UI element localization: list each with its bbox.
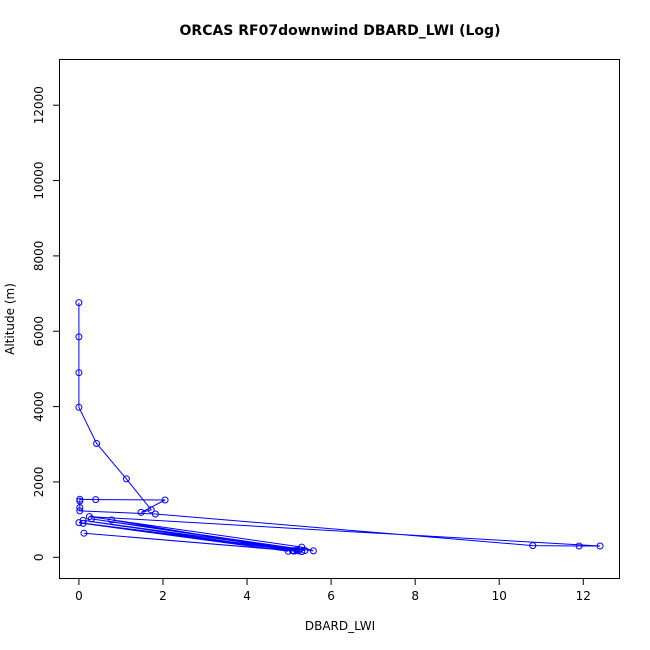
y-tick-label: 8000 (32, 241, 46, 272)
data-point (75, 519, 83, 527)
data-point (151, 510, 159, 518)
data-point (88, 515, 95, 523)
data-point (301, 547, 309, 554)
data-point (92, 496, 100, 504)
y-axis-label: Altitude (m) (3, 283, 17, 355)
data-point (529, 542, 537, 550)
x-tick-label: 4 (243, 589, 251, 603)
x-axis: 0 2 4 6 8 10 12 (75, 578, 591, 603)
x-axis-label: DBARD_LWI (305, 619, 375, 633)
data-point (161, 496, 169, 504)
data-point (79, 519, 87, 527)
data-point (147, 506, 155, 514)
data-point (93, 440, 101, 447)
x-tick-label: 8 (411, 589, 419, 603)
y-axis: 0 2000 4000 6000 8000 10000 12000 (32, 86, 60, 561)
y-tick-label: 0 (32, 553, 46, 561)
data-point (137, 508, 145, 516)
x-tick-label: 12 (576, 589, 591, 603)
data-point (80, 529, 88, 537)
y-tick-label: 4000 (32, 391, 46, 422)
plot-frame (59, 59, 620, 579)
data-point (293, 546, 301, 554)
x-tick-label: 2 (159, 589, 167, 603)
series-layer (75, 299, 604, 556)
x-tick-label: 10 (492, 589, 507, 603)
data-point (289, 547, 297, 555)
data-point (122, 475, 130, 483)
data-point (596, 542, 604, 550)
data-point (309, 547, 317, 555)
data-point (75, 299, 83, 307)
x-tick-label: 0 (75, 589, 83, 603)
data-point (85, 513, 93, 521)
data-point (76, 507, 84, 515)
data-point (108, 516, 116, 524)
y-tick-label: 2000 (32, 467, 46, 498)
y-tick-label: 10000 (32, 161, 46, 199)
data-point (75, 403, 83, 411)
y-tick-label: 12000 (32, 86, 46, 124)
y-tick-label: 6000 (32, 316, 46, 347)
x-tick-label: 6 (327, 589, 335, 603)
chart-title: ORCAS RF07downwind DBARD_LWI (Log) (180, 23, 501, 39)
data-point (575, 542, 583, 550)
data-point (298, 548, 306, 556)
data-point (284, 547, 292, 555)
data-point (75, 369, 83, 377)
data-point (76, 504, 84, 512)
data-point (75, 333, 83, 341)
data-point (79, 516, 87, 524)
series-line (78, 302, 601, 553)
